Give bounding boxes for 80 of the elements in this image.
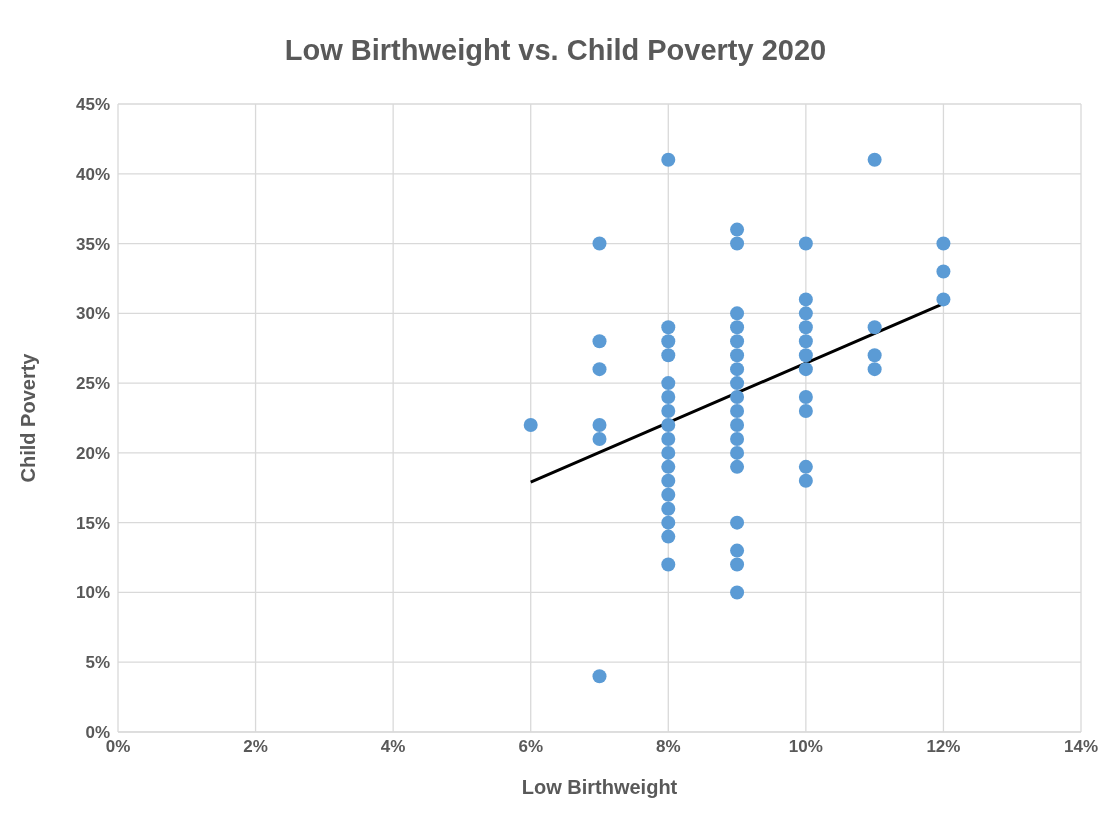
chart-title: Low Birthweight vs. Child Poverty 2020 [283, 33, 828, 68]
point [661, 557, 676, 572]
point [592, 362, 607, 377]
point [661, 529, 676, 544]
point [730, 543, 745, 558]
point [661, 459, 676, 474]
y-tick-label: 10% [75, 583, 110, 603]
point [798, 334, 813, 349]
y-tick-label: 40% [75, 164, 110, 184]
point [798, 362, 813, 377]
point [798, 292, 813, 307]
point [730, 362, 745, 377]
point [730, 557, 745, 572]
x-tick-label: 14% [1063, 737, 1099, 757]
x-tick-label: 8% [656, 737, 681, 757]
x-tick-label: 0% [105, 737, 131, 757]
point [661, 501, 676, 516]
point [592, 417, 607, 432]
point [592, 669, 607, 684]
x-tick-label: 10% [788, 737, 823, 757]
point [798, 473, 813, 488]
point [730, 459, 745, 474]
point [661, 334, 676, 349]
point [661, 376, 676, 391]
x-axis-title: Low Birthweight [521, 776, 678, 798]
point [730, 585, 745, 600]
point [592, 431, 607, 446]
point [867, 320, 882, 335]
point [661, 152, 676, 167]
x-tick-label: 2% [243, 737, 268, 757]
y-tick-label: 20% [75, 443, 110, 463]
point [730, 334, 745, 349]
point [730, 445, 745, 460]
point [730, 417, 745, 432]
point [523, 417, 538, 432]
point [730, 376, 745, 391]
point [936, 264, 951, 279]
point [798, 320, 813, 335]
point [798, 348, 813, 363]
point [661, 473, 676, 488]
point [867, 348, 882, 363]
y-tick-label: 45% [75, 95, 110, 115]
y-tick-label: 25% [75, 374, 110, 394]
y-tick-label: 15% [75, 513, 110, 533]
point [730, 236, 745, 251]
point [798, 459, 813, 474]
point [661, 487, 676, 502]
point [730, 320, 745, 335]
point [936, 292, 951, 307]
point [730, 348, 745, 363]
point [798, 390, 813, 405]
point [592, 334, 607, 349]
point [798, 306, 813, 321]
point [867, 362, 882, 377]
point [730, 390, 745, 405]
x-tick-label: 4% [380, 737, 406, 757]
point [661, 320, 676, 335]
point [730, 431, 745, 446]
y-tick-label: 5% [85, 653, 110, 673]
y-axis-title: Child Poverty [17, 352, 40, 483]
point [867, 152, 882, 167]
point [592, 236, 607, 251]
point [730, 306, 745, 321]
point [661, 431, 676, 446]
point [730, 222, 745, 237]
point [661, 445, 676, 460]
point [798, 236, 813, 251]
point [661, 348, 676, 363]
x-tick-label: 6% [518, 737, 543, 757]
point [661, 417, 676, 432]
y-tick-label: 35% [75, 234, 110, 254]
point [936, 236, 951, 251]
point [661, 390, 676, 405]
point [730, 404, 745, 419]
point [798, 404, 813, 419]
point [661, 404, 676, 419]
y-tick-label: 30% [75, 304, 110, 324]
x-tick-label: 12% [926, 737, 961, 757]
point [661, 515, 676, 530]
point [730, 515, 745, 530]
